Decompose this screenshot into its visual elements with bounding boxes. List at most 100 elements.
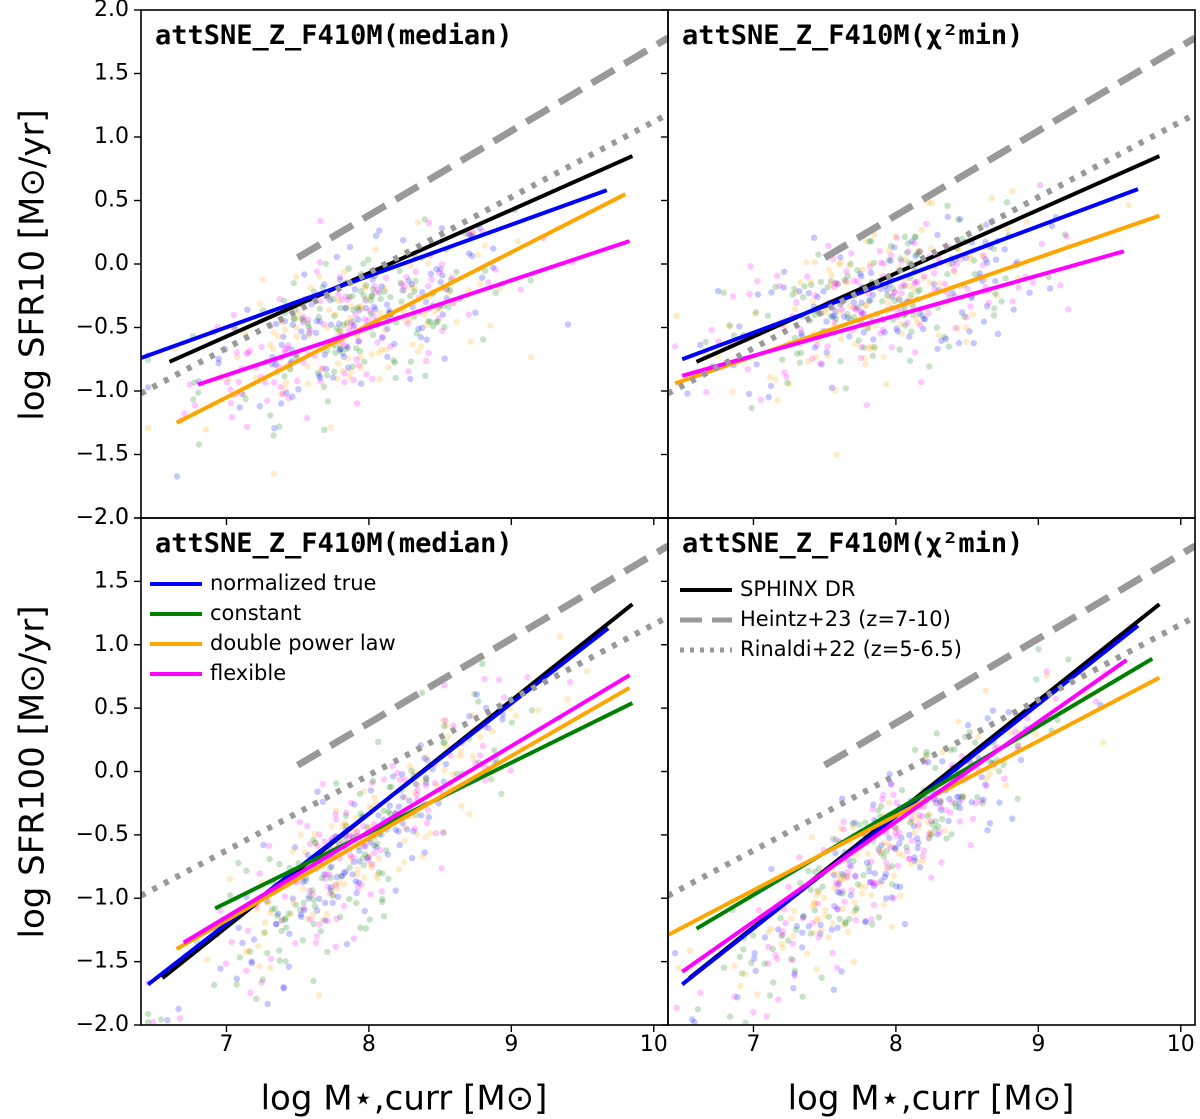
scatter-point <box>267 909 274 916</box>
plot-area-tl <box>141 34 668 480</box>
scatter-point <box>1065 656 1072 663</box>
scatter-point <box>527 354 534 361</box>
scatter-point <box>409 341 416 349</box>
scatter-point <box>390 773 397 780</box>
scatter-point <box>927 831 934 838</box>
scatter-point <box>867 297 874 304</box>
scatter-point <box>797 879 804 887</box>
scatter-point <box>904 319 911 326</box>
scatter-point <box>363 295 371 302</box>
scatter-point <box>372 232 380 239</box>
scatter-point <box>307 284 314 291</box>
scatter-point <box>796 359 803 366</box>
scatter-point <box>375 349 383 356</box>
scatter-point <box>1092 698 1100 705</box>
scatter-point <box>791 907 798 915</box>
scatter-point <box>276 947 283 954</box>
scatter-point <box>870 801 877 808</box>
scatter-point <box>778 931 786 938</box>
scatter-point <box>675 964 683 971</box>
scatter-point <box>499 716 506 723</box>
scatter-point <box>443 742 450 750</box>
scatter-point <box>840 826 847 833</box>
scatter-point <box>916 286 923 293</box>
scatter-point <box>885 799 893 806</box>
scatter-point <box>305 380 312 387</box>
scatter-point <box>843 873 851 881</box>
scatter-point <box>340 353 348 360</box>
scatter-point <box>347 799 355 806</box>
scatter-point <box>915 249 922 256</box>
scatter-point <box>145 1067 151 1073</box>
scatter-point <box>958 796 965 803</box>
scatter-point <box>829 869 837 876</box>
scatter-point <box>447 287 454 294</box>
scatter-point <box>1003 199 1011 206</box>
scatter-point <box>932 764 939 772</box>
scatter-point <box>339 350 346 357</box>
scatter-point <box>918 226 925 234</box>
scatter-point <box>435 314 442 322</box>
scatter-point <box>877 330 884 337</box>
scatter-point <box>527 277 534 284</box>
scatter-point <box>495 676 503 683</box>
scatter-point <box>866 263 874 271</box>
scatter-point <box>444 733 452 740</box>
scatter-point <box>341 819 348 826</box>
scatter-point <box>366 804 373 811</box>
scatter-point <box>880 901 887 908</box>
scatter-point <box>354 866 361 873</box>
scatter-point <box>374 840 381 848</box>
scatter-point <box>376 376 383 383</box>
scatter-point <box>813 341 821 349</box>
scatter-point <box>862 883 869 890</box>
scatter-point <box>786 380 793 388</box>
scatter-point <box>351 286 359 293</box>
scatter-point <box>775 926 782 933</box>
scatter-point <box>1017 756 1025 764</box>
scatter-point <box>781 268 788 275</box>
scatter-point <box>271 379 278 386</box>
scatter-point <box>971 739 979 746</box>
scatter-point <box>317 928 325 935</box>
scatter-point <box>814 900 822 907</box>
scatter-point <box>844 873 851 880</box>
scatter-point <box>923 748 930 756</box>
scatter-point <box>960 794 967 801</box>
scatter-point <box>360 843 367 850</box>
scatter-point <box>327 874 334 882</box>
scatter-point <box>359 855 367 862</box>
scatter-point <box>926 829 934 836</box>
scatter-point <box>326 864 334 872</box>
scatter-point <box>697 341 704 349</box>
x-tick-label: 8 <box>362 1032 376 1057</box>
scatter-point <box>949 260 956 267</box>
scatter-point <box>807 278 814 286</box>
scatter-point <box>814 887 821 894</box>
scatter-point <box>327 297 334 304</box>
scatter-point <box>986 820 994 827</box>
scatter-point <box>851 819 858 826</box>
scatter-point <box>312 839 319 847</box>
scatter-point <box>854 278 861 285</box>
scatter-point <box>496 285 503 292</box>
scatter-point <box>793 926 800 933</box>
scatter-point <box>440 829 447 836</box>
scatter-point <box>306 326 314 334</box>
plot-area-br <box>668 542 1195 1025</box>
scatter-point <box>223 379 231 386</box>
scatter-point <box>403 826 411 833</box>
scatter-point <box>501 694 508 701</box>
scatter-point <box>920 847 928 854</box>
scatter-point <box>930 280 938 288</box>
scatter-point <box>923 220 930 228</box>
scatter-point <box>344 296 351 304</box>
scatter-point <box>848 887 855 894</box>
scatter-point <box>369 777 377 785</box>
scatter-point <box>979 800 986 807</box>
scatter-point <box>921 273 928 280</box>
scatter-point <box>310 896 317 904</box>
scatter-point <box>422 833 429 841</box>
scatter-point <box>807 886 814 894</box>
scatter-point <box>1015 284 1022 291</box>
